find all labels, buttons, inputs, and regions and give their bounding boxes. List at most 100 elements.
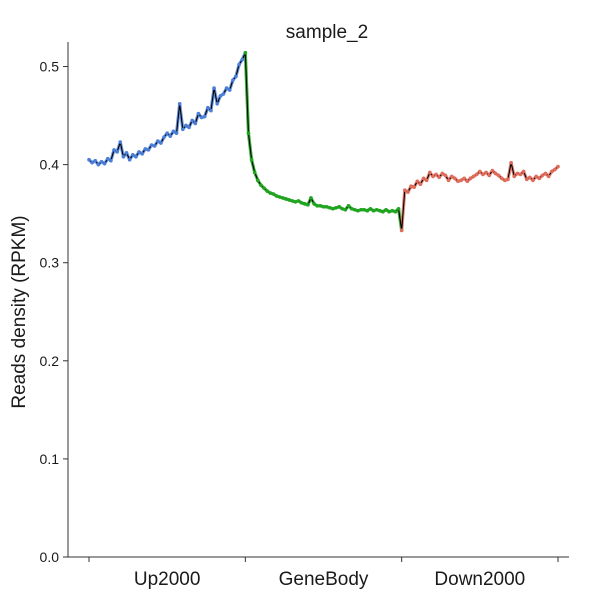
- data-point: [202, 114, 207, 119]
- data-point: [99, 159, 104, 164]
- data-point: [484, 170, 488, 175]
- data-point: [140, 152, 144, 156]
- y-tick-label: 0.3: [40, 255, 60, 271]
- data-point: [137, 150, 141, 154]
- data-point: [112, 148, 116, 152]
- data-point: [368, 206, 373, 211]
- data-point: [268, 191, 273, 195]
- data-point: [537, 176, 542, 181]
- data-point: [243, 50, 248, 55]
- data-point: [130, 153, 135, 157]
- data-point: [384, 207, 388, 212]
- data-point: [449, 174, 454, 179]
- data-point: [274, 194, 279, 198]
- data-point: [290, 199, 295, 203]
- data-point: [271, 192, 276, 196]
- data-point: [515, 171, 520, 176]
- data-point: [299, 201, 304, 205]
- data-point: [356, 208, 360, 213]
- data-point: [162, 135, 166, 139]
- data-point: [349, 206, 354, 211]
- series-halo: [243, 52, 404, 231]
- series-line: [244, 52, 403, 231]
- data-point: [87, 157, 91, 162]
- data-point: [218, 94, 223, 98]
- data-point: [456, 179, 460, 184]
- data-point: [227, 88, 232, 92]
- data-point: [312, 202, 316, 206]
- data-point: [437, 175, 441, 180]
- data-point: [90, 160, 94, 165]
- data-point: [127, 157, 132, 162]
- data-point: [465, 179, 470, 184]
- axes: [67, 42, 569, 558]
- data-point: [543, 171, 548, 176]
- data-point: [549, 169, 554, 174]
- data-point: [359, 207, 363, 212]
- data-point: [462, 176, 467, 181]
- data-point: [327, 205, 332, 210]
- data-point: [149, 143, 154, 147]
- data-point: [224, 86, 229, 90]
- y-axis-label: Reads density (RPKM): [9, 215, 30, 408]
- data-point: [534, 174, 538, 179]
- data-point: [453, 176, 457, 181]
- data-point: [221, 92, 226, 96]
- data-point: [296, 199, 301, 203]
- data-point: [528, 175, 532, 180]
- data-point: [415, 179, 420, 184]
- data-point: [171, 129, 176, 134]
- data-point: [553, 167, 557, 172]
- data-point: [509, 160, 513, 165]
- data-point: [284, 197, 288, 201]
- data-point: [481, 172, 485, 177]
- data-point: [124, 151, 129, 155]
- data-point: [424, 178, 429, 183]
- data-point: [503, 178, 507, 183]
- data-point: [215, 102, 219, 106]
- data-point: [390, 208, 395, 213]
- x-category-label: Up2000: [134, 569, 201, 590]
- data-point: [134, 154, 138, 159]
- y-tick-label: 0.1: [40, 451, 60, 467]
- data-point: [377, 208, 382, 213]
- data-point: [531, 178, 535, 183]
- x-category-label: Down2000: [434, 569, 525, 590]
- data-point: [440, 171, 445, 176]
- data-point: [265, 189, 270, 193]
- y-tick-label: 0.4: [40, 157, 60, 173]
- data-point: [446, 178, 451, 183]
- data-point: [105, 156, 110, 161]
- data-point: [93, 158, 98, 163]
- data-point: [478, 169, 482, 174]
- data-point: [343, 207, 348, 212]
- data-point: [521, 169, 526, 174]
- data-point: [393, 209, 398, 214]
- data-point: [190, 118, 194, 123]
- data-point: [556, 164, 560, 169]
- data-point: [109, 158, 113, 163]
- data-point: [252, 170, 257, 175]
- x-category-label: GeneBody: [279, 569, 369, 590]
- data-point: [409, 184, 413, 188]
- data-point: [262, 186, 266, 190]
- data-point: [340, 206, 345, 211]
- data-point: [193, 121, 198, 126]
- data-point: [524, 177, 529, 182]
- data-point: [234, 74, 238, 79]
- data-point: [159, 141, 163, 145]
- data-point: [402, 188, 407, 192]
- data-point: [287, 198, 291, 202]
- data-point: [474, 172, 479, 177]
- data-point: [237, 62, 241, 67]
- data-point: [334, 205, 338, 210]
- series-halo: [87, 52, 247, 167]
- data-point: [324, 205, 329, 209]
- data-point: [428, 170, 432, 175]
- data-point: [96, 162, 101, 167]
- data-point: [362, 207, 366, 212]
- data-point: [546, 174, 551, 179]
- data-point: [318, 204, 323, 208]
- data-point: [293, 200, 298, 204]
- data-point: [315, 204, 320, 208]
